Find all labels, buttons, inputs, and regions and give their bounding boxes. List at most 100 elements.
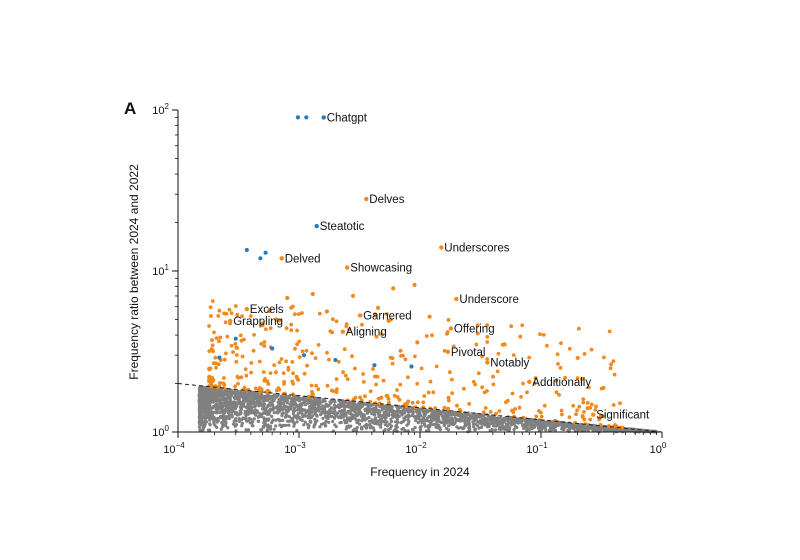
elevated-point (257, 359, 262, 364)
background-point (354, 411, 358, 415)
elevated-point (207, 324, 212, 328)
word-label-delves: Delves (369, 194, 404, 206)
elevated-point (257, 389, 262, 394)
background-point (227, 401, 231, 405)
background-point (232, 419, 236, 423)
background-point (343, 414, 347, 418)
background-point (434, 409, 439, 413)
background-point (215, 420, 219, 424)
elevated-point (554, 390, 559, 395)
elevated-point (268, 308, 273, 312)
background-point (292, 424, 296, 428)
elevated-point (331, 389, 336, 393)
elevated-point (397, 398, 402, 402)
elevated-point (276, 386, 281, 391)
background-point (353, 427, 357, 431)
background-point (359, 414, 363, 418)
background-point (250, 398, 254, 402)
background-point (270, 414, 274, 418)
data-point (333, 357, 338, 363)
background-point (230, 406, 234, 410)
elevated-point (406, 375, 410, 380)
elevated-point (446, 395, 451, 400)
background-point (250, 409, 254, 413)
elevated-point (291, 392, 295, 397)
elevated-point (238, 333, 243, 338)
background-point (389, 419, 393, 424)
background-point (298, 399, 302, 403)
background-point (433, 422, 437, 426)
background-point (204, 420, 209, 424)
axes: 10−4 10−3 10−2 10−1 100 100 101 102 (152, 102, 667, 456)
background-point (456, 418, 460, 422)
background-point (575, 424, 580, 428)
background-point (579, 423, 583, 427)
background-point (450, 416, 454, 420)
background-point (355, 425, 359, 430)
background-point (237, 392, 241, 396)
elevated-point (277, 318, 282, 323)
background-point (598, 426, 603, 430)
background-point (292, 406, 296, 410)
background-point (246, 408, 250, 413)
background-point (219, 394, 223, 398)
background-point (419, 407, 423, 411)
labeled-point-aligning (340, 329, 345, 334)
background-point (361, 403, 365, 407)
labeled-point-garnered (357, 313, 363, 318)
elevated-point (216, 314, 221, 318)
word-label-grappling: Grappling (233, 316, 283, 328)
elevated-point (218, 381, 222, 385)
elevated-point (509, 324, 514, 329)
background-point (420, 421, 424, 425)
background-point (389, 408, 393, 412)
background-point (205, 388, 209, 392)
background-point (411, 427, 415, 432)
background-point (315, 402, 319, 406)
background-point (378, 423, 382, 427)
elevated-point (295, 342, 299, 347)
background-point (253, 405, 257, 409)
background-point (224, 421, 228, 425)
background-point (385, 424, 390, 428)
background-point (268, 409, 272, 414)
elevated-point (424, 334, 429, 338)
elevated-point (263, 376, 267, 381)
elevated-point (532, 381, 537, 386)
background-point (364, 402, 368, 406)
background-point (549, 426, 553, 430)
background-point (237, 398, 241, 402)
background-point (354, 418, 358, 422)
point-labels: Chatgpt Delves Steatotic Underscores Delved S… (233, 112, 650, 421)
background-point (374, 409, 378, 413)
elevated-point (542, 403, 547, 408)
word-label-additionally: Additionally (532, 377, 591, 389)
background-point (457, 413, 461, 417)
background-point (366, 408, 370, 412)
background-point (202, 414, 206, 419)
background-point (260, 427, 264, 431)
word-label-underscore: Underscore (459, 294, 518, 306)
elevated-point (580, 377, 584, 381)
labeled-point-delved (279, 256, 284, 261)
background-point (237, 417, 241, 421)
elevated-point (304, 348, 309, 353)
background-point (304, 409, 309, 413)
background-point (492, 415, 496, 419)
background-point (323, 398, 327, 402)
background-point (245, 398, 249, 402)
background-point (210, 412, 214, 416)
elevated-point (597, 417, 601, 422)
labeled-point-chatgpt (321, 115, 326, 120)
elevated-point (212, 330, 216, 335)
background-point (627, 427, 632, 431)
background-point (247, 418, 251, 422)
background-point (254, 408, 258, 412)
background-point (293, 401, 297, 405)
background-point (241, 416, 245, 420)
data-point (304, 115, 309, 120)
background-point (443, 412, 447, 416)
background-point (226, 426, 230, 430)
background-point (248, 406, 253, 410)
